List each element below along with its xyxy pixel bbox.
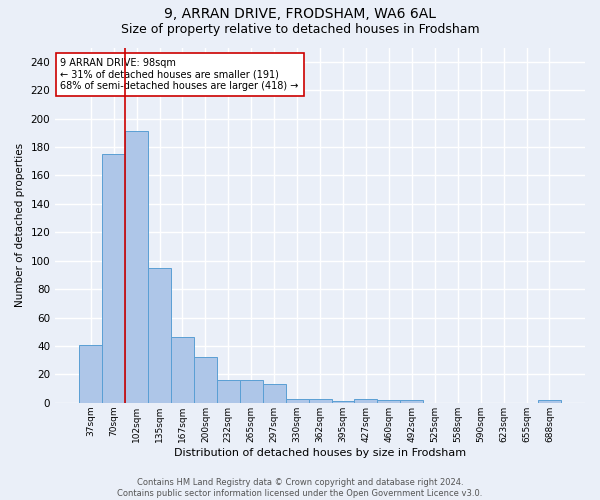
Bar: [355, 398, 377, 403]
Bar: [286, 398, 308, 403]
Text: Contains HM Land Registry data © Crown copyright and database right 2024.
Contai: Contains HM Land Registry data © Crown c…: [118, 478, 482, 498]
Bar: [171, 338, 194, 403]
Bar: [125, 132, 148, 403]
Bar: [332, 402, 355, 403]
Text: 9, ARRAN DRIVE, FRODSHAM, WA6 6AL: 9, ARRAN DRIVE, FRODSHAM, WA6 6AL: [164, 8, 436, 22]
Bar: [400, 400, 423, 403]
Bar: [308, 398, 332, 403]
Bar: [263, 384, 286, 403]
Bar: [102, 154, 125, 403]
Text: Size of property relative to detached houses in Frodsham: Size of property relative to detached ho…: [121, 22, 479, 36]
Text: 9 ARRAN DRIVE: 98sqm
← 31% of detached houses are smaller (191)
68% of semi-deta: 9 ARRAN DRIVE: 98sqm ← 31% of detached h…: [61, 58, 299, 92]
Bar: [240, 380, 263, 403]
Bar: [148, 268, 171, 403]
Bar: [377, 400, 400, 403]
Bar: [194, 358, 217, 403]
Bar: [79, 344, 102, 403]
Bar: [538, 400, 561, 403]
Y-axis label: Number of detached properties: Number of detached properties: [15, 143, 25, 307]
Bar: [217, 380, 240, 403]
X-axis label: Distribution of detached houses by size in Frodsham: Distribution of detached houses by size …: [174, 448, 466, 458]
